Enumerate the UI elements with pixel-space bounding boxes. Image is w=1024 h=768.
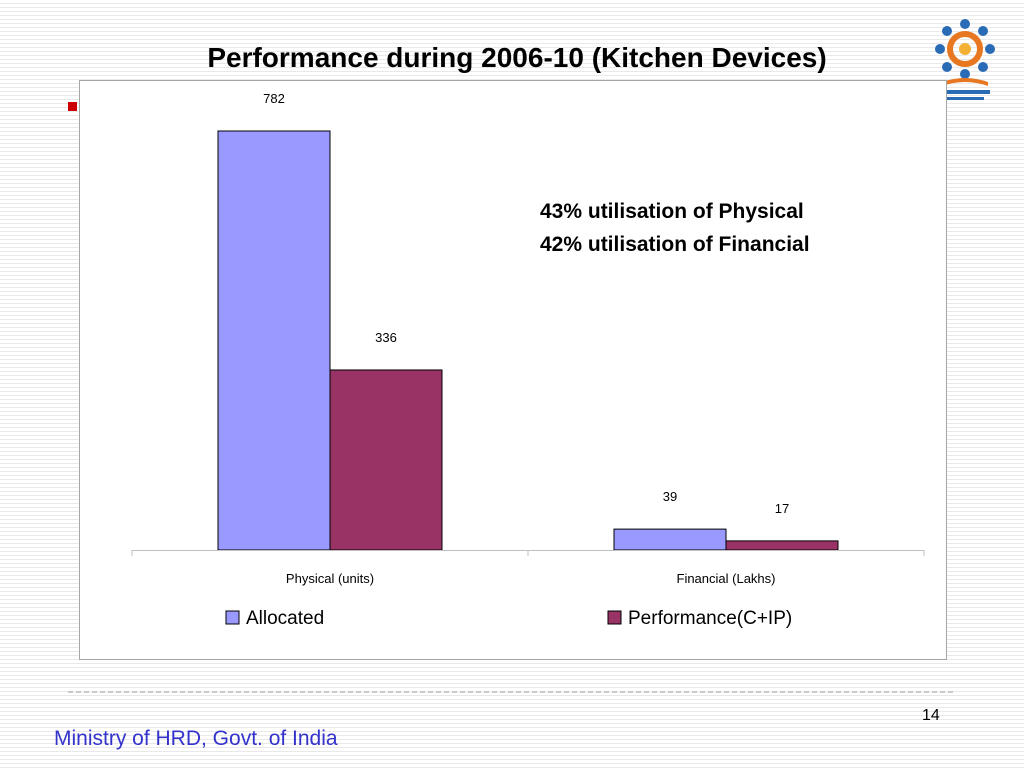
page-number: 14	[922, 707, 940, 724]
data-label: 17	[775, 501, 789, 516]
financial-utilisation-note: 42% utilisation of Financial	[540, 233, 810, 256]
chart-container: 782 336 39 17 Physical (units) Financial (La…	[79, 80, 947, 660]
category-label: Physical (units)	[286, 571, 374, 586]
data-label: 39	[663, 489, 677, 504]
physical-utilisation-note: 43% utilisation of Physical	[540, 200, 804, 223]
slide-title: Performance during 2006-10 (Kitchen Devi…	[207, 42, 827, 73]
data-label: 336	[375, 330, 397, 345]
data-label: 782	[263, 91, 285, 106]
legend-swatch	[607, 610, 622, 625]
bar-performance-physical	[329, 369, 443, 551]
legend-swatch	[225, 610, 240, 625]
legend-label: Allocated	[246, 608, 324, 629]
footer-text: Ministry of HRD, Govt. of India	[54, 727, 338, 750]
bullet-marker	[68, 102, 77, 111]
bar-allocated-physical	[217, 130, 331, 551]
footer-divider	[68, 691, 956, 693]
category-label: Financial (Lakhs)	[677, 571, 776, 586]
bar-allocated-financial	[613, 528, 727, 551]
bar-chart: 782 336 39 17 Physical (units) Financial (La…	[131, 91, 925, 629]
mid-day-meal-logo-icon	[930, 16, 1000, 104]
legend-label: Performance(C+IP)	[628, 608, 792, 629]
bar-performance-financial	[725, 540, 839, 551]
